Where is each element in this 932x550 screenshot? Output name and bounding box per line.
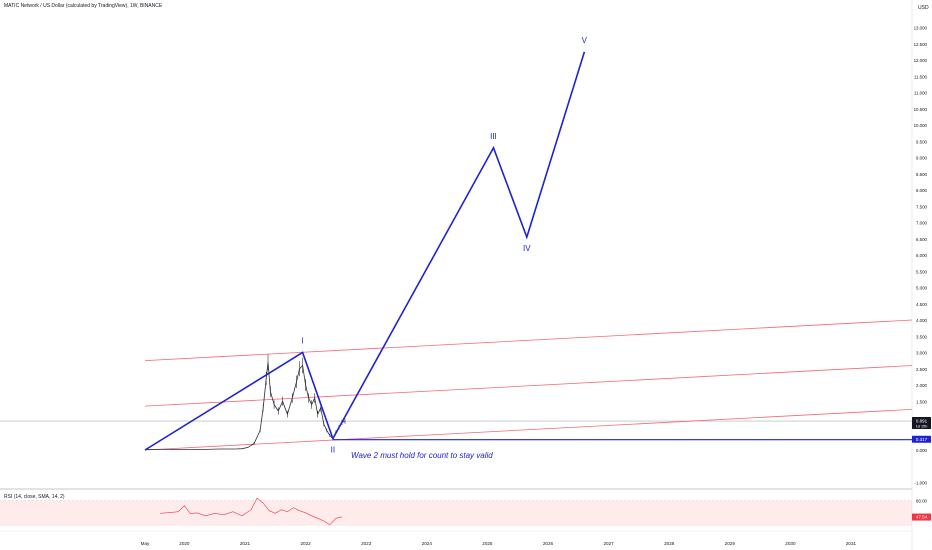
time-tick-label: 2031 [846, 541, 857, 546]
time-tick-label: 2024 [422, 541, 433, 546]
price-tick-label: 9.500 [916, 139, 928, 144]
time-tick-label: 2027 [603, 541, 614, 546]
rsi-band [0, 500, 912, 526]
wave-label-i: I [301, 337, 303, 346]
price-tick-label: 5.000 [916, 286, 928, 291]
price-tick-label: 2.000 [916, 383, 928, 388]
rsi-tick-label: 80.00 [916, 499, 928, 504]
channel-line-1[interactable] [144, 319, 913, 362]
price-tick-label: -1.000 [915, 481, 928, 486]
price-tick-label: 2.500 [916, 367, 928, 372]
time-tick-label: 2028 [664, 541, 675, 546]
channel-line-2[interactable] [144, 365, 913, 407]
price-marker-2 [912, 435, 931, 443]
price-tick-label: 6.000 [916, 253, 928, 258]
price-tick-label: 7.500 [916, 204, 928, 209]
rsi-value-label: 47.54 [916, 515, 928, 520]
wave-label-iv: IV [523, 244, 531, 253]
price-tick-label: 5.500 [916, 269, 928, 274]
time-tick-label: 2021 [240, 541, 251, 546]
wave2-annotation: Wave 2 must hold for count to stay valid [351, 451, 493, 460]
time-tick-label: 2030 [785, 541, 796, 546]
price-tick-label: 13.000 [914, 26, 928, 31]
time-tick-label: 2023 [361, 541, 372, 546]
price-tick-label: 1.500 [916, 399, 928, 404]
price-marker-label: 0.317 [916, 437, 928, 442]
price-tick-label: 12.500 [914, 42, 928, 47]
elliott-wave-path[interactable] [144, 51, 586, 451]
time-tick-label: May [141, 541, 150, 546]
rsi-indicator-label: RSI (14, close, SMA, 14, 2) [4, 494, 65, 500]
time-tick-label: 2020 [179, 541, 190, 546]
wave-label-v: V [582, 36, 588, 45]
price-tick-label: 10.500 [914, 107, 928, 112]
price-axis-unit: USD [918, 5, 929, 11]
rsi-value-marker [912, 513, 931, 521]
chart-title: MATIC Network / US Dollar (calculated by… [4, 3, 163, 9]
price-tick-label: 9.000 [916, 156, 928, 161]
price-marker-countdown: 1d 15h [916, 425, 928, 429]
price-tick-label: 8.000 [916, 188, 928, 193]
price-tick-label: 0.000 [916, 448, 928, 453]
price-tick-label: 11.000 [914, 91, 928, 96]
price-marker-label: 0.891 [916, 419, 928, 424]
price-tick-label: 11.500 [914, 74, 928, 79]
time-tick-label: 2026 [543, 541, 554, 546]
price-marker-1 [912, 417, 931, 430]
price-tick-label: 7.000 [916, 221, 928, 226]
price-tick-label: 12.000 [914, 58, 928, 63]
wave-label-ii: II [331, 446, 335, 455]
price-tick-label: 4.500 [916, 302, 928, 307]
rsi-line [160, 497, 343, 526]
time-tick-label: 2029 [725, 541, 736, 546]
time-tick-label: 2022 [300, 541, 311, 546]
price-tick-label: 4.000 [916, 318, 928, 323]
price-tick-label: 3.500 [916, 334, 928, 339]
channel-line-3[interactable] [144, 408, 913, 451]
price-tick-label: 8.500 [916, 172, 928, 177]
price-series-line [144, 362, 346, 451]
wave-label-iii: III [490, 132, 497, 141]
price-tick-label: 10.000 [914, 123, 928, 128]
price-tick-label: 6.500 [916, 237, 928, 242]
price-tick-label: 3.000 [916, 351, 928, 356]
time-tick-label: 2025 [482, 541, 493, 546]
